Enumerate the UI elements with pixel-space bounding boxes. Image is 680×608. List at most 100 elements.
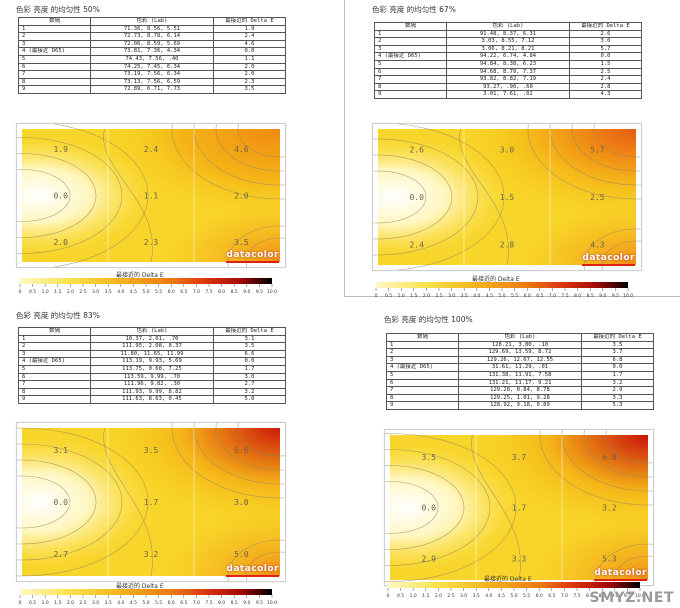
zone-cell: 5 <box>17 54 92 64</box>
logo-bar <box>226 575 279 577</box>
legend-tick-label: 0.5 <box>29 289 36 295</box>
uniformity-panel: 色彩 亮度 的均匀性 83% 数隔 色彩 (Lab) 最接近的 Delta E 1 10.… <box>16 310 316 606</box>
legend-tick-label: 8.0 <box>574 293 581 299</box>
delta-e-cell: 3.0 <box>212 372 287 382</box>
legend-tick-label: 3.0 <box>92 289 99 295</box>
delta-e-legend: 最接近的 Delta E 0 0.5 1.0 1.5 2.0 2.5 3.0 3.5 4.0 4.5… <box>372 274 636 300</box>
legend-tick-label: 9.0 <box>611 593 618 599</box>
zone-cell: 6 <box>17 372 92 382</box>
legend-tick-label: 2.0 <box>435 593 442 599</box>
delta-e-legend: 最接近的 Delta E 0 0.5 1.0 1.5 2.0 2.5 3.0 3.5 4.0 4.5… <box>16 270 280 296</box>
legend-tick-label: 9.0 <box>243 289 250 295</box>
legend-tick-label: 2.5 <box>447 593 454 599</box>
zone-value-label: 5.0 <box>234 550 249 559</box>
zone-cell: 9 <box>17 85 92 94</box>
lab-cell: 113.19, 9.93, 5.69 <box>90 357 214 366</box>
delta-e-cell: 2.5 <box>568 67 643 77</box>
zone-value-label: 2.5 <box>590 193 605 202</box>
legend-tick-label: 9.5 <box>612 293 619 299</box>
table-row: 9 128.92, 9.18, 0.89 5.3 <box>385 401 655 410</box>
table-row: 7 93.82, 8.82, 7.19 2.4 <box>373 75 643 84</box>
table-header-row: 数隔 色彩 (Lab) 最接近的 Delta E <box>373 22 643 31</box>
site-watermark: SMYZ.NET <box>590 590 674 606</box>
delta-e-cell: 3.5 <box>580 340 655 350</box>
lab-cell: 3.06, 8.21, 8.21 <box>446 44 570 54</box>
zone-cell: 1 <box>373 29 448 39</box>
zone-value-label: 4.3 <box>590 241 605 250</box>
column-header: 最接近的 Delta E <box>212 17 287 26</box>
table-row: 6 113.59, 9.99, .70 3.0 <box>17 372 287 382</box>
lab-cell: 93.82, 8.82, 7.19 <box>446 75 570 84</box>
zone-cell: 2 <box>17 342 92 351</box>
legend-tick-label: 2.5 <box>79 289 86 295</box>
lab-cell: 128.92, 9.18, 0.89 <box>458 401 582 410</box>
legend-tick-label: 6.0 <box>168 289 175 295</box>
table-row: 2 3.03, 8.55, 7.12 3.0 <box>373 37 643 46</box>
table-row: 1 10.37, 2.01, .70 3.1 <box>17 334 287 344</box>
lab-cell: 31.61, 11.29, .01 <box>458 363 582 372</box>
table-row: 2 72.73, 8.78, 6.14 2.4 <box>17 32 287 41</box>
column-header: 最接近的 Delta E <box>212 327 287 336</box>
legend-tick-label: 1.0 <box>42 600 49 606</box>
lab-cell: 94.68, 8.79, 7.37 <box>446 67 570 77</box>
zone-value-label: 1.1 <box>144 192 159 201</box>
legend-title: 最接近的 Delta E <box>116 272 164 279</box>
column-header: 数隔 <box>17 327 92 336</box>
legend-tick-label: 7.5 <box>205 600 212 606</box>
legend-tick-label: 2.0 <box>67 600 74 606</box>
lab-cell: 11.80, 11.65, 11.99 <box>90 349 214 359</box>
table-row: 7 129.28, 0.84, 8.78 2.9 <box>385 386 655 395</box>
zone-value-label: 1.9 <box>53 145 68 154</box>
legend-tick-label: 0 <box>19 289 22 295</box>
table-row: 4 (最接近 D65) 94.22, 6.74, 4.84 0.0 <box>373 52 643 61</box>
table-row: 1 91.48, 8.37, 6.31 2.6 <box>373 29 643 39</box>
zone-cell: 2 <box>17 32 92 41</box>
zone-cell: 3 <box>385 355 460 365</box>
legend-tick-label: 6.5 <box>180 289 187 295</box>
legend-tick-label: 4.0 <box>473 293 480 299</box>
legend-tick-label: 2.5 <box>79 600 86 606</box>
lab-cell: 10.37, 2.01, .70 <box>90 334 214 344</box>
zone-cell: 1 <box>17 334 92 344</box>
legend-tick-label: 0.5 <box>29 600 36 606</box>
zone-cell: 3 <box>17 39 92 49</box>
zone-cell: 5 <box>373 59 448 69</box>
uniformity-heatmap: 3.1 3.5 6.6 0.0 1.7 3.0 2.7 3.2 5.0 datacolor <box>16 422 286 582</box>
lab-cell: 73.81, 7.36, 4.34 <box>90 47 214 56</box>
delta-e-cell: 3.2 <box>212 387 287 397</box>
delta-e-legend: 最接近的 Delta E 0 0.5 1.0 1.5 2.0 2.5 3.0 3.5 4.0 4.5… <box>16 581 280 607</box>
table-row: 5 94.84, 8.38, 6.23 1.5 <box>373 59 643 69</box>
datacolor-logo-text: datacolor <box>582 253 635 263</box>
zone-cell: 3 <box>17 349 92 359</box>
legend-tick-label: 7.5 <box>561 293 568 299</box>
zone-value-label: 3.7 <box>512 453 527 462</box>
zone-value-label: 3.3 <box>512 554 527 563</box>
legend-tick-label: 5.0 <box>510 593 517 599</box>
legend-color-bar <box>20 278 272 284</box>
legend-tick-label: 9.5 <box>256 289 263 295</box>
lab-cell: 71.36, 8.56, 5.51 <box>90 24 214 34</box>
delta-e-cell: 1.1 <box>212 54 287 64</box>
panel-title: 色彩 亮度 的均匀性 83% <box>16 311 100 320</box>
legend-tick-label: 8.5 <box>231 289 238 295</box>
delta-e-cell: 2.0 <box>212 70 287 79</box>
lab-cell: 94.84, 8.38, 6.23 <box>446 59 570 69</box>
zone-cell: 6 <box>373 67 448 77</box>
zone-cell: 4 (最接近 D65) <box>373 52 448 61</box>
legend-tick-label: 9.5 <box>256 600 263 606</box>
delta-e-cell: 4.6 <box>212 39 287 49</box>
delta-e-cell: 5.0 <box>212 395 287 404</box>
lab-cell: 111.95, 2.08, 8.37 <box>90 342 214 351</box>
legend-tick-label: 9.0 <box>243 600 250 606</box>
legend-tick-label: 5.5 <box>523 593 530 599</box>
legend-tick-label: 6.0 <box>524 293 531 299</box>
legend-tick-label: 3.5 <box>473 593 480 599</box>
delta-e-cell: 1.5 <box>568 59 643 69</box>
zone-value-label: 2.0 <box>53 238 68 247</box>
legend-tick-label: 5.5 <box>155 600 162 606</box>
column-header: 数隔 <box>17 17 92 26</box>
delta-e-cell: 1.7 <box>580 370 655 380</box>
zone-value-label: 3.0 <box>500 145 515 154</box>
lab-cell: 72.06, 8.59, 5.69 <box>90 39 214 49</box>
delta-e-cell: 4.3 <box>568 90 643 99</box>
